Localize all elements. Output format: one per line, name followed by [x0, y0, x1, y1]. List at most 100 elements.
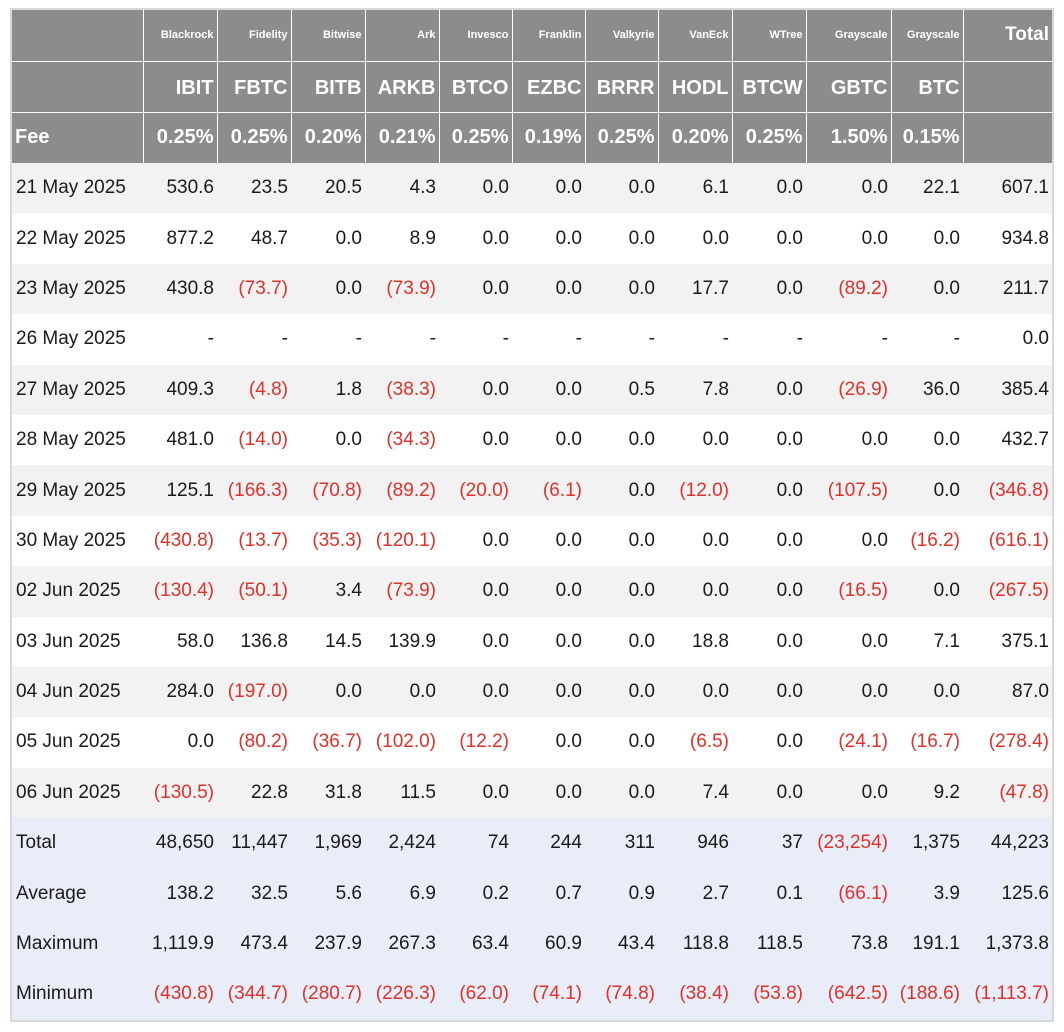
header-issuer-row: Blackrock Fidelity Bitwise Ark Invesco Frankl…	[12, 10, 1052, 62]
summary-cell: 2,424	[365, 818, 439, 869]
summary-row: Average 138.2 32.5 5.6 6.9 0.2 0.7 0.9 2.7 0.1 (66…	[12, 868, 1052, 919]
fee-value: 0.20%	[291, 112, 366, 163]
ticker-header: IBIT	[143, 61, 218, 113]
flow-cell: 0.0	[732, 767, 806, 819]
etf-flow-table-container: Blackrock Fidelity Bitwise Ark Invesco Frankl…	[10, 8, 1054, 1022]
summary-cell: (38.4)	[658, 969, 732, 1020]
row-total-cell: 0.0	[1022, 328, 1049, 350]
flow-cell: 0.0	[933, 227, 960, 249]
flow-cell: (130.4)	[143, 566, 217, 617]
flow-cell: 0.0	[732, 364, 806, 415]
summary-cell: (23,254)	[806, 818, 891, 869]
summary-cell: 1,969	[291, 818, 365, 869]
flow-cell: (107.5)	[806, 465, 891, 516]
row-total-cell: (267.5)	[963, 566, 1052, 617]
flow-cell: -	[575, 328, 582, 350]
summary-cell: 43.4	[585, 918, 658, 970]
row-total-cell: (346.8)	[963, 465, 1052, 516]
flow-cell: 0.0	[776, 227, 803, 249]
fee-value: 0.25%	[439, 112, 513, 163]
flow-cell: 0.0	[439, 666, 512, 718]
row-total-cell: 432.7	[1001, 429, 1049, 451]
row-date: 22 May 2025	[16, 227, 126, 249]
flow-cell: (80.2)	[238, 731, 288, 753]
summary-cell: (226.3)	[365, 969, 439, 1020]
row-total-cell: (616.1)	[988, 529, 1049, 551]
flow-cell: -	[722, 328, 729, 350]
flow-cell: 0.0	[512, 566, 585, 617]
summary-cell: 0.7	[512, 868, 585, 919]
summary-cell: 44,223	[963, 818, 1052, 869]
summary-cell: 138.2	[143, 868, 217, 919]
flow-cell: -	[648, 328, 655, 350]
flow-cell: (89.2)	[806, 263, 891, 315]
table-row: 05 Jun 2025 0.0 (80.2) (36.7) (102.0) (12.2) 0…	[12, 717, 1052, 767]
row-date: 04 Jun 2025	[12, 666, 143, 718]
table-body: 21 May 2025 530.6 23.5 20.5 4.3 0.0 0.0 0.0 6.1 0…	[12, 163, 1052, 1020]
flow-cell: 0.0	[365, 666, 439, 718]
row-total-cell: (47.8)	[963, 767, 1052, 819]
flow-cell: 0.0	[891, 263, 963, 315]
summary-cell: 37	[732, 818, 806, 869]
table-row: 02 Jun 2025 (130.4) (50.1) 3.4 (73.9) 0.0 0.0 0…	[12, 566, 1052, 617]
flow-cell: 6.1	[658, 163, 732, 214]
flow-cell: (38.3)	[365, 364, 439, 415]
flow-cell: 9.2	[891, 767, 963, 819]
summary-cell: 125.6	[963, 868, 1052, 919]
flow-cell: -	[429, 328, 436, 350]
flow-cell: 0.0	[861, 529, 888, 551]
flow-cell: -	[502, 328, 509, 350]
flow-cell: 0.0	[512, 263, 585, 315]
flow-cell: 31.8	[291, 767, 365, 819]
summary-cell: 2.7	[658, 868, 732, 919]
summary-row: Maximum 1,119.9 473.4 237.9 267.3 63.4 60.9 43.…	[12, 918, 1052, 970]
ticker-header: ARKB	[365, 61, 440, 113]
flow-cell: 0.0	[482, 630, 509, 652]
flow-cell: 136.8	[240, 630, 288, 652]
header-corner-cell	[12, 10, 144, 62]
flow-cell: 18.8	[692, 630, 729, 652]
flow-cell: 0.0	[291, 263, 365, 315]
summary-cell: 32.5	[217, 868, 291, 919]
flow-cell: (6.5)	[689, 731, 729, 753]
summary-cell: 1,375	[891, 818, 963, 869]
flow-cell: 0.0	[187, 731, 214, 753]
summary-cell: 5.6	[291, 868, 365, 919]
flow-cell: 0.0	[512, 364, 585, 415]
summary-cell: 0.1	[732, 868, 806, 919]
flow-cell: 0.0	[555, 630, 582, 652]
flow-cell: 0.0	[585, 566, 658, 617]
flow-cell: 0.0	[482, 429, 509, 451]
flow-cell: (26.9)	[806, 364, 891, 415]
flow-cell: (35.3)	[312, 529, 362, 551]
flow-cell: 0.0	[806, 767, 891, 819]
flow-cell: 0.0	[628, 529, 655, 551]
flow-cell: (16.7)	[910, 731, 960, 753]
flow-cell: 23.5	[217, 163, 291, 214]
flow-cell: 0.0	[512, 163, 585, 214]
table-row: 04 Jun 2025 284.0 (197.0) 0.0 0.0 0.0 0.0 0.0 0.…	[12, 666, 1052, 718]
ticker-header: BRRR	[585, 61, 659, 113]
flow-cell: (20.0)	[439, 465, 512, 516]
summary-label: Minimum	[12, 969, 143, 1020]
summary-cell: 63.4	[439, 918, 512, 970]
flow-cell: 409.3	[143, 364, 217, 415]
row-date: 06 Jun 2025	[12, 767, 143, 819]
summary-cell: 244	[512, 818, 585, 869]
flow-cell: (430.8)	[153, 529, 214, 551]
flow-cell: (34.3)	[386, 429, 436, 451]
row-date: 05 Jun 2025	[16, 731, 121, 753]
row-date: 26 May 2025	[16, 328, 126, 350]
flow-cell: 0.0	[628, 429, 655, 451]
issuer-header: VanEck	[658, 10, 733, 62]
flow-cell: 7.8	[658, 364, 732, 415]
summary-label: Maximum	[12, 918, 143, 970]
flow-cell: 0.0	[732, 163, 806, 214]
summary-cell: 0.9	[585, 868, 658, 919]
summary-cell: 0.2	[439, 868, 512, 919]
summary-cell: 73.8	[806, 918, 891, 970]
flow-cell: 0.0	[585, 163, 658, 214]
summary-cell: 60.9	[512, 918, 585, 970]
flow-cell: 4.3	[365, 163, 439, 214]
flow-cell: 284.0	[143, 666, 217, 718]
